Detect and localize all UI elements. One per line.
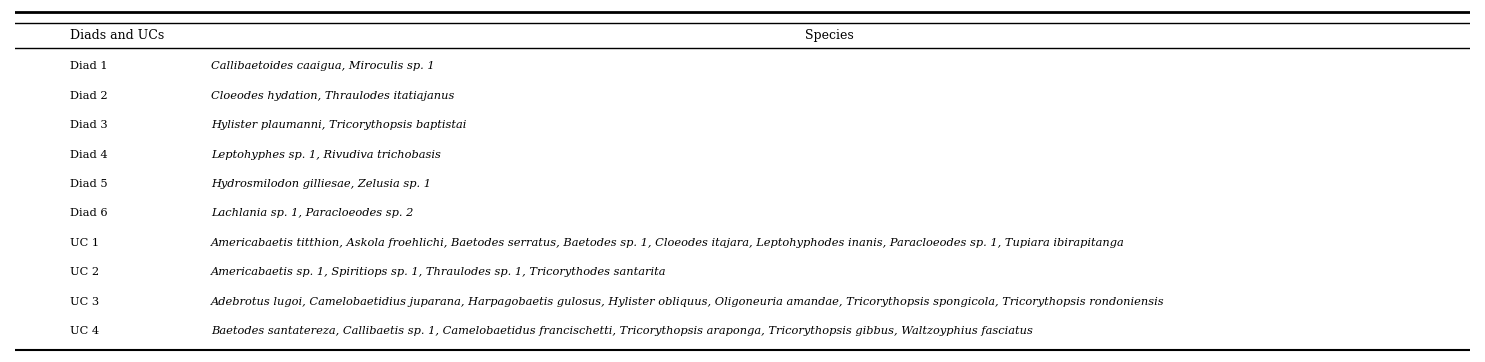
Text: Diad 5: Diad 5 (70, 179, 108, 189)
Text: Leptohyphes sp. 1, Rivudiva trichobasis: Leptohyphes sp. 1, Rivudiva trichobasis (211, 150, 441, 160)
Text: Americabaetis titthion, Askola froehlichi, Baetodes serratus, Baetodes sp. 1, Cl: Americabaetis titthion, Askola froehlich… (211, 238, 1126, 248)
Text: UC 2: UC 2 (70, 268, 99, 277)
Text: UC 3: UC 3 (70, 297, 99, 307)
Text: Diad 2: Diad 2 (70, 90, 108, 101)
Text: Hydrosmilodon gilliesae, Zelusia sp. 1: Hydrosmilodon gilliesae, Zelusia sp. 1 (211, 179, 431, 189)
Text: Diads and UCs: Diads and UCs (70, 29, 165, 42)
Text: Americabaetis sp. 1, Spiritiops sp. 1, Thraulodes sp. 1, Tricorythodes santarita: Americabaetis sp. 1, Spiritiops sp. 1, T… (211, 268, 667, 277)
Text: Lachlania sp. 1, Paracloeodes sp. 2: Lachlania sp. 1, Paracloeodes sp. 2 (211, 209, 414, 218)
Text: Diad 1: Diad 1 (70, 61, 108, 71)
Text: Diad 4: Diad 4 (70, 150, 108, 160)
Text: Hylister plaumanni, Tricorythopsis baptistai: Hylister plaumanni, Tricorythopsis bapti… (211, 120, 466, 130)
Text: UC 1: UC 1 (70, 238, 99, 248)
Text: Species: Species (805, 29, 854, 42)
Text: Callibaetoides caaigua, Miroculis sp. 1: Callibaetoides caaigua, Miroculis sp. 1 (211, 61, 435, 71)
Text: Baetodes santatereza, Callibaetis sp. 1, Camelobaetidus francischetti, Tricoryth: Baetodes santatereza, Callibaetis sp. 1,… (211, 326, 1034, 336)
Text: Cloeodes hydation, Thraulodes itatiajanus: Cloeodes hydation, Thraulodes itatiajanu… (211, 90, 454, 101)
Text: UC 4: UC 4 (70, 326, 99, 336)
Text: Diad 3: Diad 3 (70, 120, 108, 130)
Text: Diad 6: Diad 6 (70, 209, 108, 218)
Text: Adebrotus lugoi, Camelobaetidius juparana, Harpagobaetis gulosus, Hylister obliq: Adebrotus lugoi, Camelobaetidius juparan… (211, 297, 1164, 307)
